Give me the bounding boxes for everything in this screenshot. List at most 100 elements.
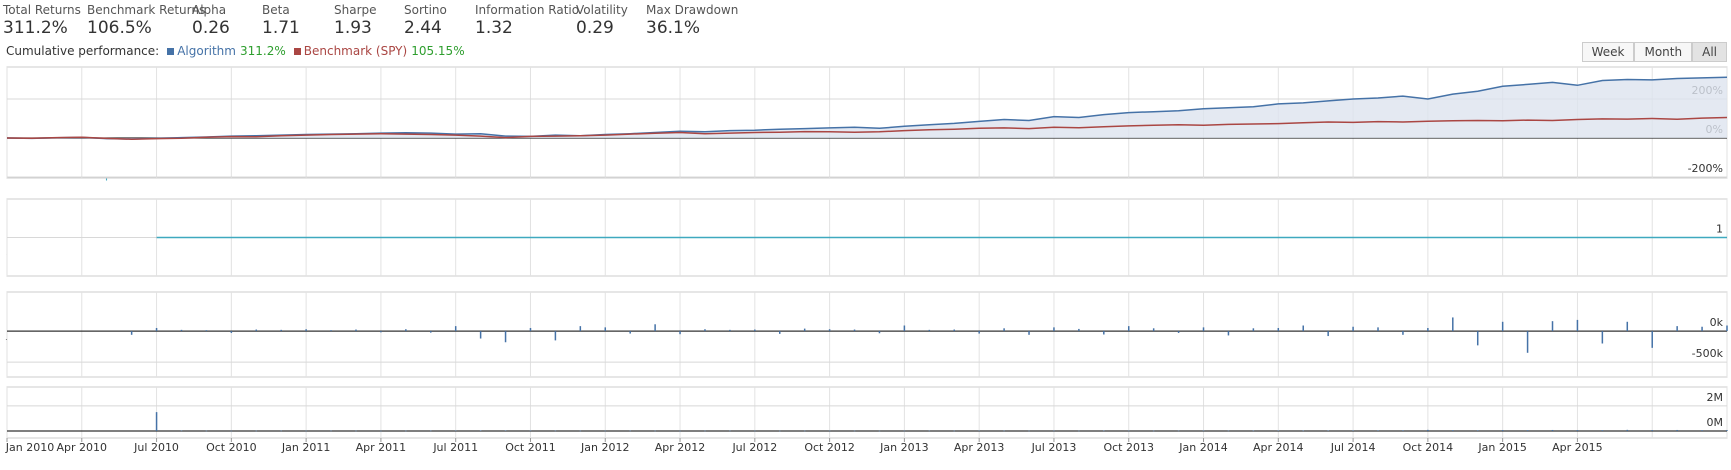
bar: [828, 329, 831, 332]
bar: [903, 430, 906, 432]
bar: [1626, 429, 1629, 431]
stat: Volatility 0.29: [576, 3, 628, 38]
bar: [430, 430, 432, 432]
bar: [629, 430, 631, 432]
bar: [529, 327, 532, 332]
x-tick-label: Jan 2015: [1477, 441, 1526, 454]
x-tick-label: Apr 2013: [954, 441, 1005, 454]
bar: [1053, 430, 1055, 432]
bar: [255, 329, 258, 332]
bar: [205, 330, 208, 332]
bar: [803, 328, 806, 332]
bar: [779, 430, 781, 432]
bar: [1427, 327, 1429, 332]
bar: [1202, 430, 1205, 432]
x-tick-label: Jan 2014: [1178, 441, 1227, 454]
range-button[interactable]: All: [1692, 42, 1727, 62]
bar: [155, 327, 158, 332]
stat-label: Sortino: [404, 3, 447, 17]
legend-item: Algorithm 311.2%: [167, 44, 286, 58]
y-tick-label: 1: [1716, 223, 1723, 236]
x-tick-label: Jan 2013: [879, 441, 928, 454]
bar: [1078, 430, 1080, 432]
bar: [255, 430, 258, 432]
panel-frame: [6, 386, 1728, 439]
bar: [405, 430, 407, 432]
bar: [180, 430, 183, 432]
stat-value: 1.71: [262, 18, 300, 38]
bar: [1003, 430, 1005, 432]
x-tick-label: Jan 2011: [281, 441, 330, 454]
stat-value: 36.1%: [646, 18, 701, 38]
y-tick-label: 0M: [1707, 416, 1724, 429]
bar: [1352, 326, 1354, 332]
bar: [1227, 430, 1230, 432]
bar: [754, 430, 756, 432]
bar: [1726, 430, 1728, 431]
bar: [729, 329, 731, 332]
x-tick-label: Jul 2010: [133, 441, 179, 454]
bar: [704, 430, 706, 432]
bar: [1003, 328, 1005, 332]
bar: [1127, 326, 1130, 332]
bar: [1676, 429, 1678, 431]
x-tick-label: Jul 2011: [432, 441, 478, 454]
bar: [1476, 331, 1479, 346]
x-tick-label: Apr 2014: [1253, 441, 1304, 454]
y-tick-label: 0k: [1710, 316, 1724, 329]
bar: [554, 430, 557, 432]
bar: [504, 430, 507, 431]
range-button[interactable]: Month: [1634, 42, 1693, 62]
x-tick-label: Apr 2015: [1552, 441, 1603, 454]
bar: [629, 331, 631, 334]
bar: [903, 325, 906, 332]
bar: [479, 331, 482, 339]
bar: [1277, 327, 1280, 332]
stat: Total Returns 311.2%: [3, 3, 81, 38]
range-button[interactable]: Week: [1581, 42, 1635, 62]
panel-frame: [6, 291, 1728, 378]
bar: [454, 326, 457, 332]
bar: [779, 331, 781, 334]
y-tick-label: -500k: [1692, 347, 1724, 360]
bar: [430, 331, 432, 333]
x-tick-label: Apr 2010: [57, 441, 108, 454]
stat-value: 0.26: [192, 18, 230, 38]
bar: [554, 331, 557, 341]
bar: [1526, 430, 1529, 431]
bar: [1601, 331, 1604, 344]
range-buttons: Week Month All: [1581, 42, 1727, 62]
bar: [1551, 321, 1554, 332]
x-tick-label: Jul 2012: [731, 441, 777, 454]
bar: [579, 430, 582, 432]
bar: [205, 430, 208, 432]
stat: Sortino 2.44: [404, 3, 447, 38]
bar: [878, 430, 881, 432]
x-tick-label: Jul 2014: [1330, 441, 1376, 454]
bar: [1651, 430, 1653, 431]
bar: [1177, 430, 1180, 432]
stat-label: Sharpe: [334, 3, 377, 17]
bar: [504, 331, 507, 343]
bar: [230, 331, 233, 333]
stat-value: 1.32: [475, 18, 513, 38]
bar: [928, 430, 931, 432]
bar: [803, 430, 806, 432]
stat-value: 1.93: [334, 18, 372, 38]
bar: [1103, 331, 1105, 335]
bar: [953, 329, 955, 332]
bar: [180, 329, 183, 332]
bar: [380, 331, 382, 333]
bar: [853, 430, 856, 432]
y-tick-label: -200%: [1688, 162, 1723, 175]
bar: [704, 329, 706, 332]
bar: [1227, 331, 1230, 336]
bar: [1103, 430, 1105, 432]
bar: [1651, 331, 1653, 348]
bar: [1551, 429, 1554, 431]
bar: [654, 430, 656, 432]
bar: [1127, 430, 1130, 432]
bar: [1501, 430, 1504, 431]
panel-title: Cumulative performance: Algorithm 311.2% Be…: [6, 44, 465, 58]
bar: [1402, 430, 1404, 431]
